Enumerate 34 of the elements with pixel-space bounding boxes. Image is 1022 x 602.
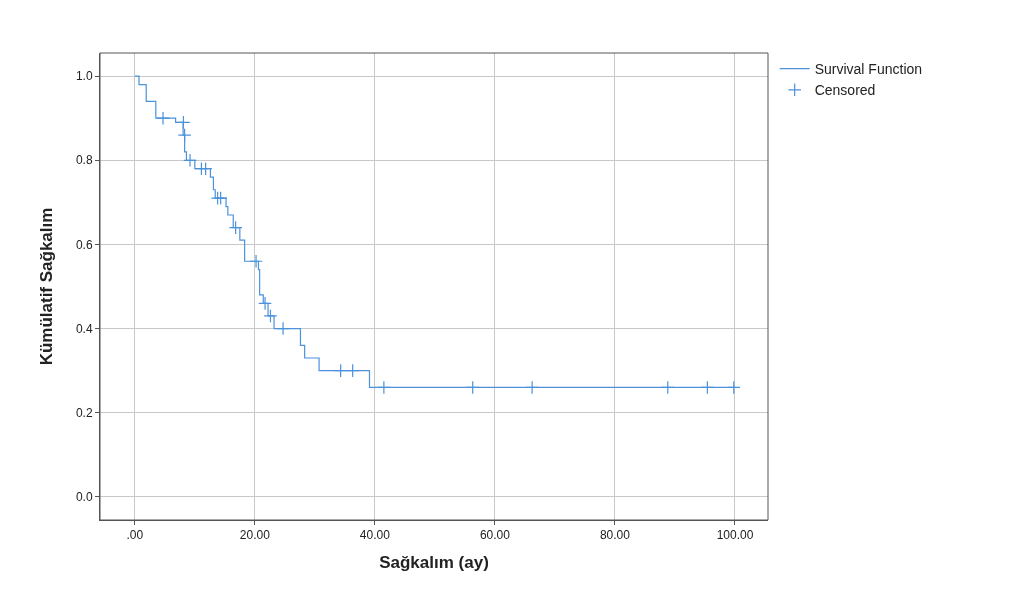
x-tick-label: 80.00 bbox=[599, 528, 631, 543]
y-tick-label: 0.2 bbox=[75, 405, 93, 420]
x-tick-label: 100.00 bbox=[716, 528, 754, 543]
point bbox=[183, 153, 197, 168]
y-tick-label: 0.0 bbox=[75, 490, 93, 505]
point bbox=[376, 380, 391, 395]
point bbox=[465, 380, 480, 395]
y-tick-label: 1.0 bbox=[75, 69, 93, 84]
x-tick-label: 60.00 bbox=[479, 528, 511, 543]
legend-label: Censored bbox=[814, 82, 876, 99]
y-tick-label: 0.4 bbox=[75, 321, 93, 336]
y-tick-label: 0.8 bbox=[75, 153, 93, 168]
y-axis-title: Kümülatif Sağkalım bbox=[37, 207, 57, 366]
y-tick-label: 0.6 bbox=[75, 237, 93, 252]
point bbox=[198, 161, 213, 176]
point bbox=[258, 296, 272, 311]
point bbox=[228, 220, 243, 235]
point bbox=[333, 363, 348, 378]
point bbox=[249, 254, 263, 269]
x-axis-title: Sağkalım (ay) bbox=[379, 552, 489, 572]
point bbox=[177, 128, 192, 142]
point bbox=[176, 115, 191, 130]
point bbox=[345, 363, 360, 378]
legend-label: Survival Function bbox=[814, 61, 923, 78]
point bbox=[156, 111, 170, 126]
point bbox=[700, 380, 715, 395]
point bbox=[263, 309, 278, 323]
x-tick-label: 40.00 bbox=[359, 528, 391, 543]
point bbox=[660, 380, 675, 395]
point bbox=[525, 380, 540, 395]
point bbox=[276, 321, 290, 336]
x-tick-label: 20.00 bbox=[239, 528, 271, 543]
x-tick-label: .00 bbox=[126, 528, 144, 543]
point bbox=[726, 380, 741, 395]
